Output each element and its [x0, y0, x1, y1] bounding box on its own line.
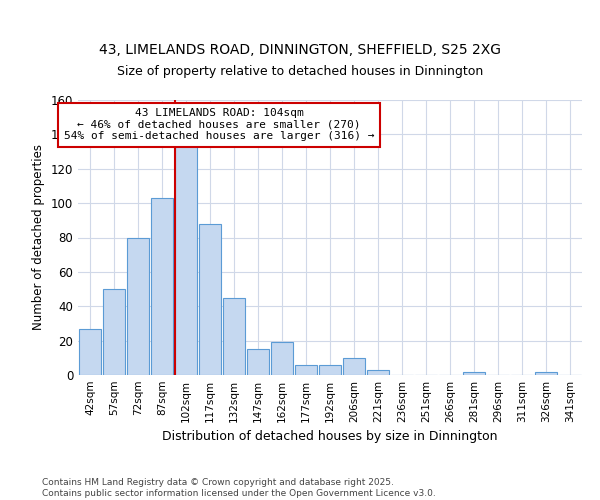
Text: Size of property relative to detached houses in Dinnington: Size of property relative to detached ho… [117, 64, 483, 78]
Bar [463, 372, 485, 375]
X-axis label: Distribution of detached houses by size in Dinnington: Distribution of detached houses by size … [162, 430, 498, 444]
Bar [151, 198, 173, 375]
Bar [223, 298, 245, 375]
Bar [175, 144, 197, 375]
Bar [535, 372, 557, 375]
Bar [199, 224, 221, 375]
Bar [79, 328, 101, 375]
Text: 43 LIMELANDS ROAD: 104sqm
← 46% of detached houses are smaller (270)
54% of semi: 43 LIMELANDS ROAD: 104sqm ← 46% of detac… [64, 108, 374, 142]
Bar [103, 289, 125, 375]
Text: 43, LIMELANDS ROAD, DINNINGTON, SHEFFIELD, S25 2XG: 43, LIMELANDS ROAD, DINNINGTON, SHEFFIEL… [99, 44, 501, 58]
Bar [127, 238, 149, 375]
Bar [295, 364, 317, 375]
Bar [343, 358, 365, 375]
Text: Contains HM Land Registry data © Crown copyright and database right 2025.
Contai: Contains HM Land Registry data © Crown c… [42, 478, 436, 498]
Bar [319, 364, 341, 375]
Bar [247, 349, 269, 375]
Y-axis label: Number of detached properties: Number of detached properties [32, 144, 45, 330]
Bar [271, 342, 293, 375]
Bar [367, 370, 389, 375]
